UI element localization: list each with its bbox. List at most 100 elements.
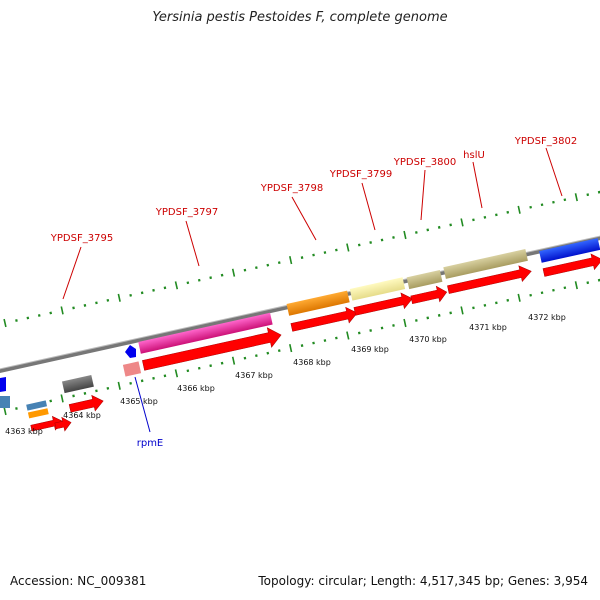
gene-box-khaki-2[interactable]	[443, 249, 528, 279]
tick-label: 4364 kbp	[63, 411, 101, 420]
minor-tick	[83, 303, 87, 307]
major-tick	[403, 230, 407, 240]
major-tick	[117, 293, 121, 302]
gene-label[interactable]: YPDSF_3802	[514, 136, 577, 147]
minor-tick	[472, 218, 475, 222]
minor-tick	[312, 341, 315, 345]
cds-arrow[interactable]	[68, 393, 105, 416]
gene-label[interactable]: YPDSF_3800	[393, 157, 456, 168]
gene-arrow-rpmE[interactable]	[125, 345, 136, 358]
tick-label: 4363 kbp	[5, 427, 43, 436]
minor-tick	[106, 386, 110, 390]
cds-arrow[interactable]	[290, 305, 359, 335]
gene-box-rpmE-pink[interactable]	[122, 361, 142, 377]
major-tick	[517, 205, 521, 214]
tick-label: 4371 kbp	[469, 323, 507, 332]
minor-tick	[529, 205, 532, 209]
tick-label: 4368 kbp	[293, 358, 331, 367]
minor-tick	[335, 336, 338, 340]
minor-tick	[529, 293, 532, 297]
minor-tick	[540, 291, 544, 295]
minor-tick	[506, 298, 510, 302]
major-tick	[403, 318, 407, 328]
minor-tick	[220, 361, 224, 365]
feature-track-reverse	[0, 345, 142, 408]
gene-label[interactable]: hslU	[463, 150, 485, 161]
accession-text: Accession: NC_009381	[10, 574, 147, 588]
gene-label[interactable]: YPDSF_3799	[329, 169, 392, 180]
minor-tick	[129, 381, 132, 385]
gene-box-orange[interactable]	[286, 290, 350, 316]
minor-tick	[437, 225, 441, 229]
tick-labels: 4363 kbp 4364 kbp 4365 kbp 4366 kbp 4367…	[5, 313, 566, 436]
minor-tick	[426, 228, 430, 232]
minor-tick	[37, 314, 41, 317]
minor-tick	[380, 238, 384, 242]
gene-box-khaki-1[interactable]	[406, 270, 443, 290]
gene-box-small-blue[interactable]	[26, 400, 48, 411]
minor-tick	[243, 356, 247, 360]
gene-label[interactable]: YPDSF_3798	[260, 183, 323, 194]
major-tick	[346, 243, 350, 252]
minor-tick	[552, 200, 555, 204]
minor-tick	[357, 243, 361, 247]
major-tick	[574, 193, 578, 202]
minor-tick	[72, 394, 75, 398]
tick-label: 4365 kbp	[120, 397, 158, 406]
major-tick	[174, 369, 179, 378]
minor-tick	[586, 193, 590, 197]
cds-arrow[interactable]	[542, 252, 600, 281]
minor-tick	[26, 316, 30, 320]
cds-arrow[interactable]	[54, 416, 73, 433]
cds-arrow[interactable]	[447, 263, 533, 297]
gene-label[interactable]: YPDSF_3795	[50, 233, 113, 244]
tick-label: 4369 kbp	[351, 345, 389, 354]
minor-tick	[300, 256, 304, 260]
minor-tick	[369, 241, 372, 244]
minor-tick	[72, 306, 75, 310]
major-tick	[117, 381, 121, 390]
minor-tick	[49, 399, 53, 403]
minor-tick	[266, 351, 270, 355]
cds-arrow[interactable]	[410, 284, 449, 307]
gene-box-small-orange[interactable]	[27, 408, 49, 419]
gene-labels: YPDSF_3795 YPDSF_3797 YPDSF_3798 YPDSF_3…	[50, 136, 577, 244]
cds-arrow[interactable]	[141, 325, 283, 375]
minor-tick	[129, 293, 132, 297]
tick-label: 4372 kbp	[528, 313, 566, 322]
minor-tick	[597, 190, 600, 194]
gene-box-left-steel[interactable]	[0, 396, 10, 408]
major-tick	[460, 218, 464, 227]
minor-tick	[95, 389, 98, 393]
minor-tick	[506, 210, 510, 214]
minor-tick	[449, 223, 452, 227]
feature-track-colored	[26, 238, 600, 419]
callout-lines	[62, 147, 563, 300]
minor-tick	[312, 253, 315, 257]
major-tick	[574, 281, 578, 290]
minor-tick	[266, 263, 270, 267]
minor-tick	[369, 329, 372, 332]
minor-tick	[49, 311, 53, 315]
gene-arrow-left-blue[interactable]	[0, 377, 6, 392]
major-tick	[174, 281, 179, 290]
minor-tick	[197, 278, 201, 282]
gene-label[interactable]: YPDSF_3797	[155, 207, 218, 218]
minor-tick	[140, 291, 144, 295]
minor-tick	[186, 281, 190, 285]
minor-tick	[140, 379, 144, 383]
minor-tick	[586, 281, 590, 285]
minor-tick	[483, 215, 487, 219]
tick-label: 4370 kbp	[409, 335, 447, 344]
minor-tick	[209, 364, 212, 368]
cds-arrow[interactable]	[353, 291, 414, 319]
minor-tick	[597, 278, 600, 282]
gene-box-pink[interactable]	[138, 312, 273, 354]
gene-box-yellow[interactable]	[349, 277, 406, 301]
major-tick	[231, 356, 236, 365]
gene-box-grey[interactable]	[61, 374, 94, 394]
gene-box-blue[interactable]	[539, 238, 600, 263]
gene-label-rpmE[interactable]: rpmE	[137, 438, 164, 449]
major-tick	[3, 406, 7, 416]
minor-tick	[540, 203, 544, 207]
